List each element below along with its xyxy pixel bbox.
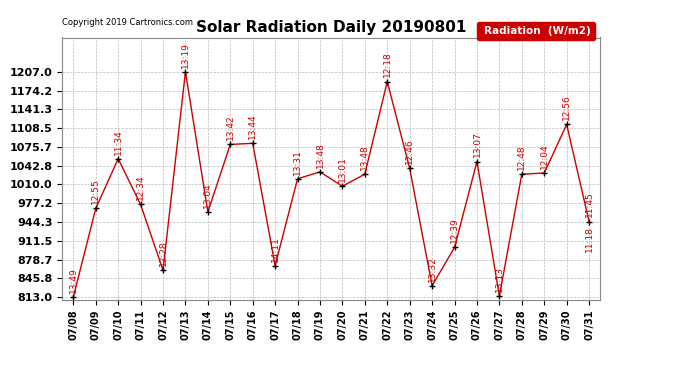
- Text: 13:07: 13:07: [473, 132, 482, 158]
- Text: 13:49: 13:49: [69, 267, 78, 293]
- Text: 12:34: 12:34: [136, 175, 145, 200]
- Legend: Radiation  (W/m2): Radiation (W/m2): [477, 22, 595, 40]
- Text: 12:04: 12:04: [540, 143, 549, 169]
- Text: 12:56: 12:56: [562, 94, 571, 120]
- Text: 13:19: 13:19: [181, 42, 190, 68]
- Text: 11:34: 11:34: [114, 129, 123, 154]
- Text: 12:46: 12:46: [405, 139, 414, 164]
- Text: 11:18: 11:18: [584, 226, 593, 252]
- Text: Copyright 2019 Cartronics.com: Copyright 2019 Cartronics.com: [62, 18, 193, 27]
- Text: 12:18: 12:18: [383, 52, 392, 77]
- Text: 13:01: 13:01: [338, 156, 347, 182]
- Text: 13:13: 13:13: [495, 266, 504, 292]
- Text: 13:42: 13:42: [226, 115, 235, 140]
- Text: 12:55: 12:55: [91, 178, 100, 204]
- Text: 13:31: 13:31: [293, 149, 302, 175]
- Text: 12:28: 12:28: [159, 240, 168, 266]
- Text: 14:11: 14:11: [270, 236, 279, 261]
- Title: Solar Radiation Daily 20190801: Solar Radiation Daily 20190801: [196, 20, 466, 35]
- Text: 13:48: 13:48: [360, 144, 369, 170]
- Text: 13:04: 13:04: [204, 182, 213, 208]
- Text: 13:32: 13:32: [428, 256, 437, 282]
- Text: 12:48: 12:48: [518, 144, 526, 170]
- Text: 12:39: 12:39: [450, 217, 459, 243]
- Text: 11:45: 11:45: [584, 192, 593, 217]
- Text: 13:44: 13:44: [248, 114, 257, 139]
- Text: 13:48: 13:48: [315, 142, 324, 168]
